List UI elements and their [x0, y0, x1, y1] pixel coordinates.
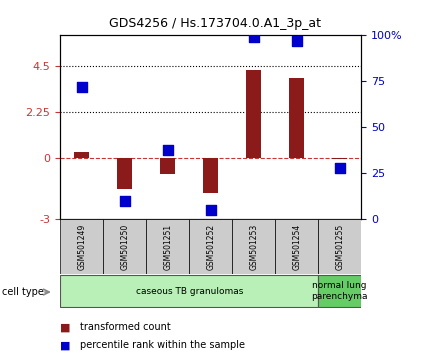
- Bar: [332, 158, 347, 159]
- Text: ■: ■: [60, 340, 71, 350]
- Text: normal lung
parenchyma: normal lung parenchyma: [311, 281, 368, 301]
- Bar: [318, 219, 361, 274]
- Bar: [117, 158, 132, 189]
- Text: GSM501253: GSM501253: [249, 224, 258, 270]
- Bar: [103, 219, 146, 274]
- Bar: [74, 152, 89, 158]
- Text: transformed count: transformed count: [80, 322, 170, 332]
- Text: GSM501252: GSM501252: [206, 224, 215, 270]
- Text: GSM501250: GSM501250: [120, 224, 129, 270]
- Text: percentile rank within the sample: percentile rank within the sample: [80, 340, 245, 350]
- Text: caseous TB granulomas: caseous TB granulomas: [135, 287, 243, 296]
- Bar: [232, 219, 275, 274]
- Text: cell type: cell type: [2, 287, 44, 297]
- Point: [121, 198, 128, 204]
- Bar: [318, 275, 361, 307]
- Point: [207, 207, 214, 213]
- Bar: [289, 78, 304, 158]
- Text: GSM501251: GSM501251: [163, 224, 172, 270]
- Bar: [60, 275, 318, 307]
- Bar: [203, 158, 218, 193]
- Text: GDS4256 / Hs.173704.0.A1_3p_at: GDS4256 / Hs.173704.0.A1_3p_at: [109, 17, 321, 29]
- Text: GSM501255: GSM501255: [335, 224, 344, 270]
- Point: [250, 34, 257, 40]
- Bar: [146, 219, 189, 274]
- Text: GSM501249: GSM501249: [77, 224, 86, 270]
- Point: [164, 147, 171, 152]
- Bar: [160, 158, 175, 175]
- Text: GSM501254: GSM501254: [292, 224, 301, 270]
- Text: ■: ■: [60, 322, 71, 332]
- Bar: [246, 70, 261, 158]
- Bar: [60, 219, 103, 274]
- Bar: [189, 219, 232, 274]
- Bar: [275, 219, 318, 274]
- Point: [78, 84, 85, 90]
- Point: [336, 165, 343, 171]
- Point: [293, 38, 300, 44]
